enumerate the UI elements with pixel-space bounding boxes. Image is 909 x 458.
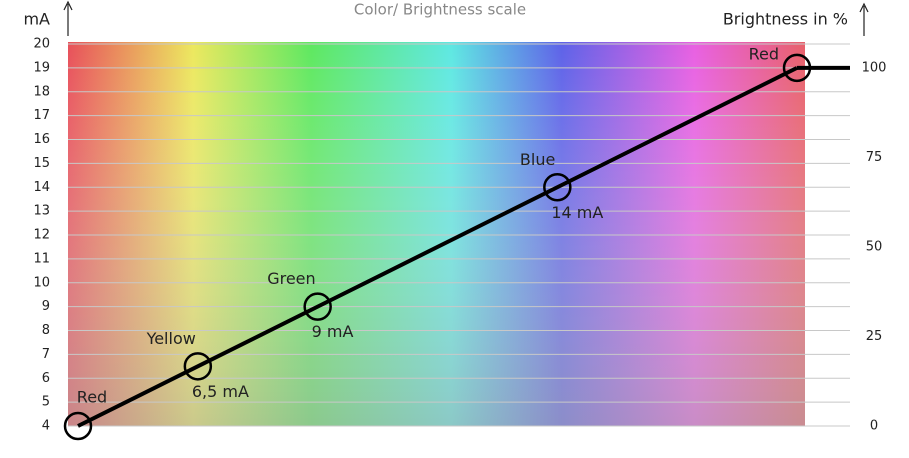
point-marker xyxy=(63,411,93,441)
y-tick-label: 9 xyxy=(42,299,50,314)
y2-tick-label: 100 xyxy=(862,60,887,75)
y-tick-label: 6 xyxy=(42,371,50,386)
line xyxy=(77,66,798,428)
y-tick-label: 10 xyxy=(33,275,50,290)
y-tick-label: 13 xyxy=(33,204,50,219)
y2-axis-arrow-head xyxy=(859,2,869,13)
spectrum-fade xyxy=(68,42,805,426)
value-label: 6,5 mA xyxy=(192,382,249,401)
chart-title: Color/ Brightness scale xyxy=(354,1,526,19)
y-tick-label: 7 xyxy=(42,347,50,362)
y2-tick-label: 75 xyxy=(866,150,883,165)
y-tick-label: 8 xyxy=(42,323,50,338)
point-label: Green xyxy=(267,269,315,288)
y-tick-label: 16 xyxy=(33,132,50,147)
y2-tick-label: 25 xyxy=(866,329,883,344)
y2-tick-label: 0 xyxy=(870,419,878,434)
y-tick-label: 20 xyxy=(33,37,50,52)
point-label: Yellow xyxy=(146,329,196,348)
y-tick-label: 12 xyxy=(33,228,50,243)
y-tick-label: 19 xyxy=(33,60,50,75)
point-marker xyxy=(543,173,572,202)
point-marker xyxy=(183,352,213,381)
value-label: 14 mA xyxy=(551,203,603,222)
y2-axis-label: Brightness in % xyxy=(723,10,848,29)
point-marker xyxy=(303,292,332,321)
y-tick-label: 14 xyxy=(33,180,50,195)
y-tick-label: 4 xyxy=(42,419,50,434)
y-axis-label: mA xyxy=(23,10,50,29)
point-label: Red xyxy=(749,44,779,63)
y2-tick-label: 50 xyxy=(866,239,883,254)
y-axis-arrow-head xyxy=(63,0,73,11)
y-tick-label: 17 xyxy=(33,108,50,123)
y-tick-label: 5 xyxy=(42,395,50,410)
point-marker xyxy=(782,53,812,83)
point-label: Red xyxy=(77,388,107,407)
value-label: 9 mA xyxy=(312,322,354,341)
y-tick-label: 18 xyxy=(33,84,50,99)
point-label: Blue xyxy=(520,150,555,169)
y-tick-label: 15 xyxy=(33,156,50,171)
y-tick-label: 11 xyxy=(33,251,50,266)
